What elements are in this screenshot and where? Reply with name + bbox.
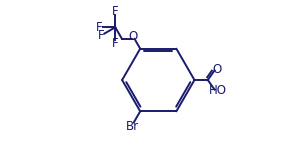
Text: O: O [128,31,137,44]
Text: Br: Br [126,120,139,133]
Text: F: F [112,5,119,18]
Text: HO: HO [209,84,227,97]
Text: F: F [98,29,105,42]
Text: F: F [96,21,102,34]
Text: F: F [112,37,119,50]
Text: O: O [212,63,221,76]
